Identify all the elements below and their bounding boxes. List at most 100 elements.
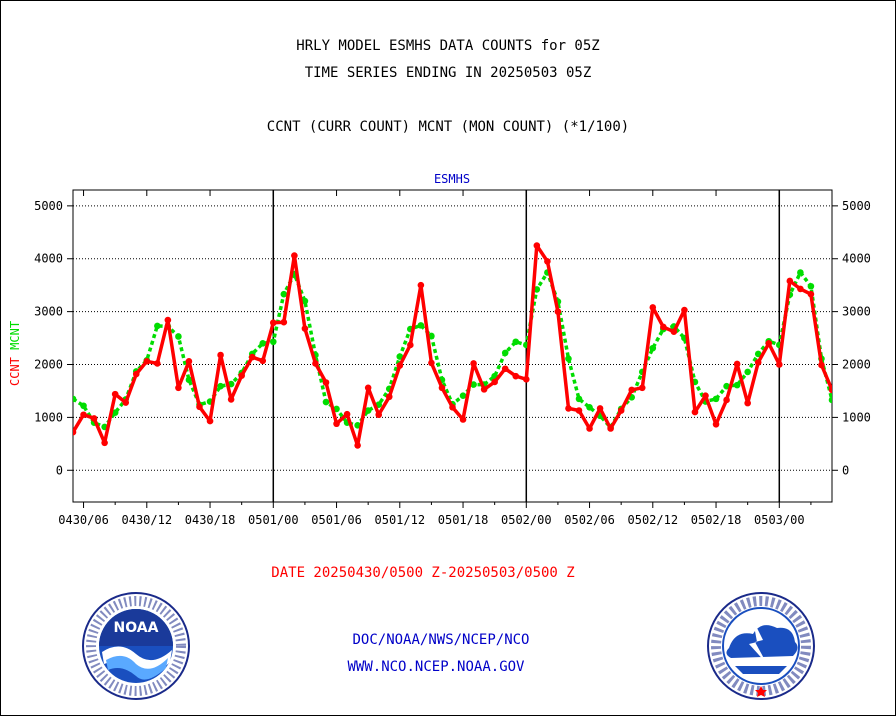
x-tick-label: 0502/06 — [564, 513, 615, 527]
ccnt-point — [375, 411, 383, 419]
ccnt-point — [449, 404, 456, 411]
mcnt-point — [565, 355, 572, 362]
ccnt-point — [301, 325, 309, 332]
ccnt-point — [712, 420, 720, 428]
chart-subtitle: ESMHS — [433, 172, 471, 186]
ccnt-point — [575, 407, 583, 414]
ccnt-point — [501, 365, 509, 373]
x-tick-label: 0502/00 — [501, 513, 552, 527]
ccnt-point — [554, 308, 562, 315]
ccnt-point — [312, 360, 319, 367]
mcnt-point — [459, 392, 467, 400]
ccnt-point — [428, 359, 435, 367]
ccnt-point — [744, 399, 751, 407]
mcnt-point — [80, 402, 87, 410]
ccnt-point — [522, 376, 530, 383]
mcnt-point — [807, 282, 815, 290]
ccnt-point — [259, 357, 267, 365]
ccnt-point — [80, 411, 87, 419]
ccnt-point — [512, 372, 520, 380]
x-tick-label: 0501/12 — [375, 513, 426, 527]
ccnt-point — [638, 384, 646, 392]
ccnt-point — [775, 361, 783, 368]
mcnt-point — [723, 382, 730, 390]
mcnt-point — [154, 322, 161, 330]
x-tick-label: 0430/18 — [185, 513, 236, 527]
ccnt-point — [818, 361, 825, 369]
y-tick-label-left: 5000 — [34, 199, 63, 213]
ccnt-point — [702, 392, 709, 400]
x-tick-label: 0430/06 — [58, 513, 109, 527]
ccnt-point — [111, 390, 119, 398]
x-tick-label: 0503/00 — [754, 513, 805, 527]
x-tick-label: 0501/18 — [438, 513, 489, 527]
ccnt-point — [681, 306, 688, 314]
y-tick-label-left: 1000 — [34, 410, 63, 424]
mcnt-point — [185, 376, 193, 384]
plot-frame — [72, 189, 833, 503]
x-tick-label: 0501/06 — [311, 513, 362, 527]
mcnt-point — [470, 381, 477, 388]
footer-org: DOC/NOAA/NWS/NCEP/NCO — [352, 632, 530, 648]
mcnt-point — [280, 290, 288, 298]
noaa-logo-icon: NOAA — [82, 592, 190, 700]
chart-title-line3: CCNT (CURR COUNT) MCNT (MON COUNT) (*1/1… — [266, 119, 630, 135]
ccnt-point — [807, 290, 815, 298]
chart-axes: 0 0 1000 1000 2000 2000 3000 3000 4000 4000 5000 50… — [34, 189, 871, 527]
ccnt-point — [459, 416, 467, 423]
ccnt-point — [343, 410, 351, 418]
ccnt-point — [723, 396, 730, 404]
ccnt-point — [354, 442, 361, 449]
ccnt-point — [185, 358, 193, 365]
y-tick-label-right: 4000 — [842, 252, 871, 266]
ccnt-point — [544, 258, 551, 265]
mcnt-point — [259, 340, 267, 347]
ccnt-point — [364, 384, 372, 392]
mcnt-point — [649, 344, 657, 352]
ccnt-point — [649, 304, 657, 311]
chart-title-line1: HRLY MODEL ESMHS DATA COUNTS for 05Z — [296, 38, 600, 54]
ccnt-point — [786, 277, 794, 285]
ccnt-point — [132, 370, 140, 378]
noaa-logo-text: NOAA — [114, 620, 159, 636]
x-tick-label: 0502/18 — [691, 513, 742, 527]
ccnt-point — [154, 360, 161, 367]
ccnt-point — [586, 425, 593, 432]
mcnt-point — [733, 381, 741, 389]
ccnt-point — [196, 403, 203, 411]
mcnt-point — [501, 349, 509, 357]
ccnt-point — [269, 319, 277, 327]
ccnt-point — [238, 372, 245, 379]
ccnt-point — [73, 428, 77, 436]
ccnt-point — [280, 318, 288, 326]
mcnt-point — [217, 382, 224, 390]
mcnt-point — [364, 407, 372, 414]
ccnt-point — [396, 362, 404, 369]
mcnt-point — [175, 333, 182, 340]
mcnt-point — [797, 269, 804, 276]
x-tick-label: 0502/12 — [628, 513, 679, 527]
y-tick-label-left: 0 — [56, 463, 63, 477]
y-tick-label-right: 2000 — [842, 358, 871, 372]
ccnt-point — [607, 425, 614, 432]
y-tick-label-right: 0 — [842, 463, 849, 477]
y-tick-label-right: 5000 — [842, 199, 871, 213]
ccnt-point — [491, 378, 498, 386]
mcnt-point — [712, 395, 720, 403]
ccnt-point — [670, 328, 678, 336]
mcnt-point — [754, 350, 762, 358]
ccnt-point — [596, 405, 604, 412]
ccnt-point — [617, 407, 625, 414]
ccnt-point — [660, 323, 667, 331]
ccnt-point — [101, 439, 108, 447]
mcnt-point — [322, 398, 330, 406]
chart-title-line2: TIME SERIES ENDING IN 20250503 05Z — [304, 65, 592, 81]
mcnt-point — [111, 409, 119, 416]
nws-logo-icon — [707, 592, 815, 700]
mcnt-point — [417, 322, 425, 329]
ccnt-point — [122, 399, 130, 406]
mcnt-point — [428, 332, 435, 340]
mcnt-point — [575, 395, 583, 403]
mcnt-point — [396, 353, 404, 360]
